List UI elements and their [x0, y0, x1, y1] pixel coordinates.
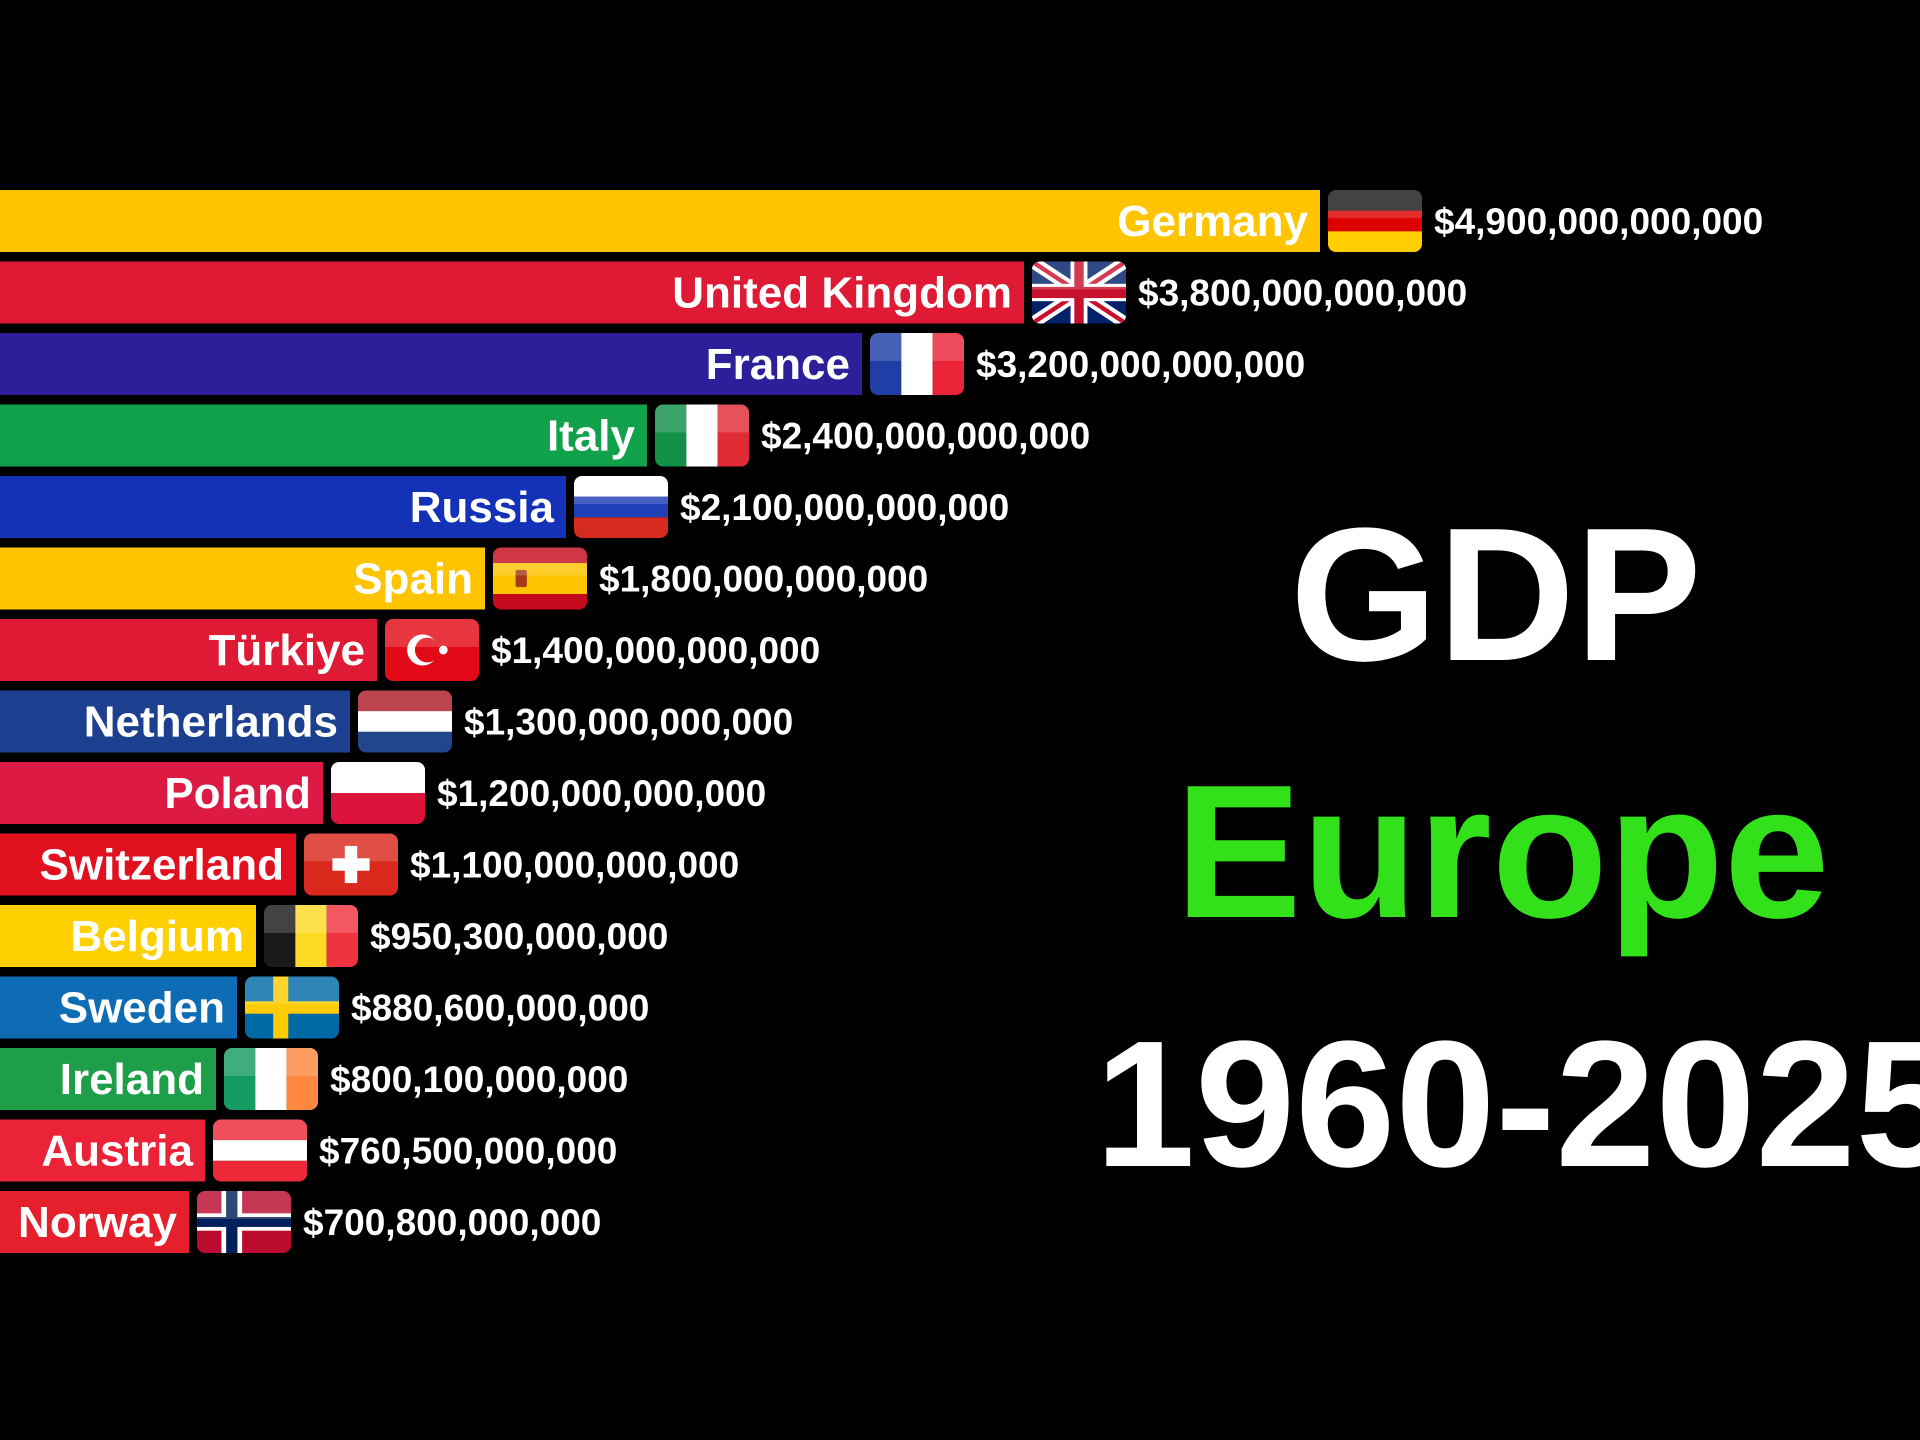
bar-label-france: France	[706, 340, 850, 389]
value-label-france: $3,200,000,000,000	[976, 344, 1305, 385]
bar-label-norway: Norway	[18, 1198, 177, 1247]
value-label-netherlands: $1,300,000,000,000	[464, 702, 793, 743]
bar-label-ireland: Ireland	[60, 1055, 204, 1104]
bar-united-kingdom	[0, 261, 1024, 324]
bar-italy	[0, 404, 647, 467]
flag-austria-icon	[213, 1119, 307, 1182]
value-label-belgium: $950,300,000,000	[370, 916, 668, 957]
bar-belgium	[0, 905, 256, 967]
flag-italy-icon	[655, 404, 749, 467]
bar-poland	[0, 762, 323, 824]
flag-turkiye-icon	[385, 619, 479, 681]
flag-france-icon	[870, 333, 964, 395]
flag-norway-icon	[197, 1191, 291, 1253]
flag-russia-icon	[574, 476, 668, 538]
flag-germany-icon	[1328, 190, 1422, 252]
bar-norway	[0, 1191, 189, 1253]
bar-label-switzerland: Switzerland	[40, 841, 285, 890]
value-label-t-rkiye: $1,400,000,000,000	[491, 630, 820, 671]
flag-switzerland-icon	[304, 833, 398, 896]
flag-spain-icon	[493, 547, 587, 610]
bar-t-rkiye	[0, 619, 377, 681]
value-label-switzerland: $1,100,000,000,000	[410, 845, 739, 886]
value-label-sweden: $880,600,000,000	[351, 988, 649, 1029]
bar-label-spain: Spain	[353, 555, 473, 604]
bar-label-russia: Russia	[410, 483, 555, 532]
value-label-russia: $2,100,000,000,000	[680, 487, 1009, 528]
bar-label-belgium: Belgium	[70, 912, 244, 961]
bar-france	[0, 333, 862, 395]
flag-belgium-icon	[264, 905, 358, 967]
bar-russia	[0, 476, 566, 538]
flag-poland-icon	[331, 762, 425, 824]
flag-netherlands-icon	[358, 690, 452, 753]
bar-netherlands	[0, 690, 350, 753]
bar-sweden	[0, 976, 237, 1039]
value-label-poland: $1,200,000,000,000	[437, 773, 766, 814]
value-label-ireland: $800,100,000,000	[330, 1059, 628, 1100]
flag-ireland-icon	[224, 1048, 318, 1110]
title-gdp: GDP	[1290, 489, 1702, 701]
value-label-italy: $2,400,000,000,000	[761, 416, 1090, 457]
bar-label-italy: Italy	[547, 412, 636, 461]
value-label-norway: $700,800,000,000	[303, 1202, 601, 1243]
title-years: 1960-2025	[1095, 1004, 1920, 1205]
bar-label-netherlands: Netherlands	[84, 698, 338, 747]
bar-label-t-rkiye: Türkiye	[208, 626, 365, 675]
flag-sweden-icon	[245, 976, 339, 1039]
bar-ireland	[0, 1048, 216, 1110]
bar-switzerland	[0, 833, 296, 896]
bar-label-sweden: Sweden	[59, 984, 225, 1033]
bar-label-germany: Germany	[1117, 197, 1308, 246]
value-label-austria: $760,500,000,000	[319, 1131, 617, 1172]
bar-label-united-kingdom: United Kingdom	[672, 269, 1012, 318]
value-label-germany: $4,900,000,000,000	[1434, 201, 1763, 242]
value-label-spain: $1,800,000,000,000	[599, 559, 928, 600]
title-region: Europe	[1175, 746, 1830, 958]
bar-label-poland: Poland	[164, 769, 311, 818]
value-label-united-kingdom: $3,800,000,000,000	[1138, 273, 1467, 314]
bar-label-austria: Austria	[41, 1127, 193, 1176]
flag-united-kingdom-icon	[1032, 261, 1126, 324]
bar-austria	[0, 1119, 205, 1182]
bar-germany	[0, 190, 1320, 252]
bar-spain	[0, 547, 485, 610]
